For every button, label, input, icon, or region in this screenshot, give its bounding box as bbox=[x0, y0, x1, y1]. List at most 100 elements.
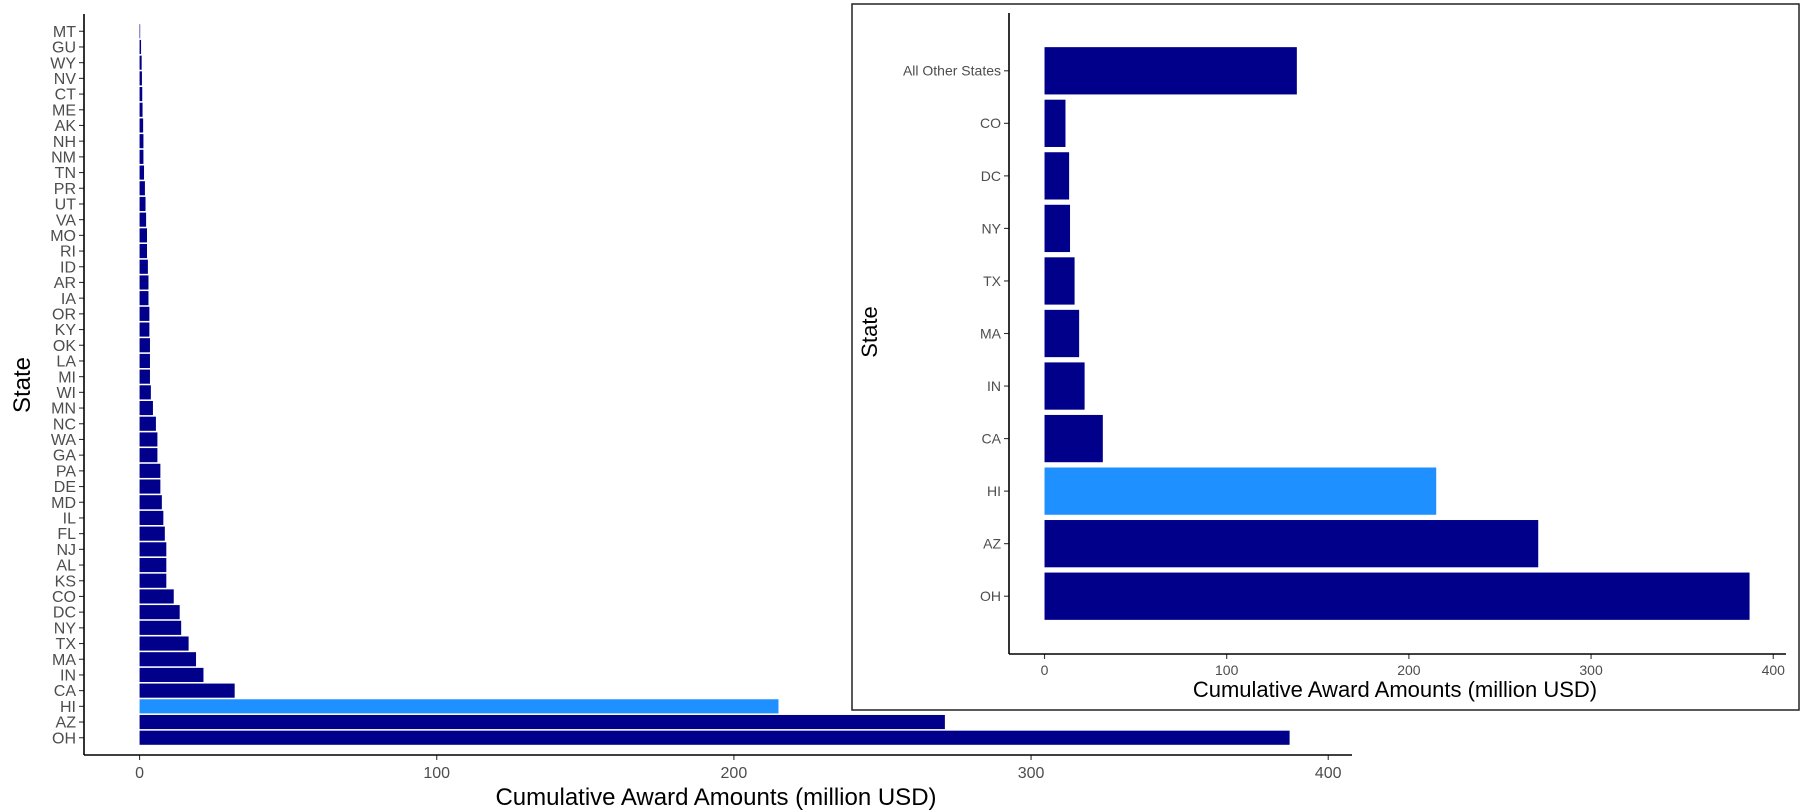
main-bar-ut bbox=[139, 196, 146, 212]
main-bar-il bbox=[139, 510, 164, 526]
main-y-tick-label: KY bbox=[55, 322, 77, 339]
main-y-tick-label: FL bbox=[57, 526, 76, 543]
main-y-tick-label: MD bbox=[51, 495, 76, 512]
main-y-tick-label: NY bbox=[54, 620, 77, 637]
main-bar-ky bbox=[139, 322, 150, 337]
main-bar-mt bbox=[139, 24, 141, 39]
main-bar-hi bbox=[139, 699, 779, 714]
main-y-tick-label: OK bbox=[53, 338, 76, 355]
main-y-tick-label: NM bbox=[51, 149, 76, 166]
main-x-axis-title: Cumulative Award Amounts (million USD) bbox=[495, 784, 936, 811]
main-y-tick-label: NH bbox=[53, 134, 76, 151]
main-bar-ny bbox=[139, 620, 182, 635]
main-y-tick-label: GU bbox=[52, 40, 76, 57]
main-y-tick-label: PA bbox=[56, 463, 76, 480]
main-bar-fl bbox=[139, 526, 165, 541]
main-y-tick-label: NV bbox=[54, 71, 77, 88]
main-bar-me bbox=[139, 102, 143, 117]
main-x-tick-label: 100 bbox=[423, 765, 450, 782]
main-bars bbox=[139, 24, 1290, 745]
main-bar-la bbox=[139, 353, 150, 369]
main-bar-va bbox=[139, 212, 147, 227]
inset-chart: OH AZ HI CA IN MA TX NY DC CO All Other States 0 10… bbox=[851, 3, 1800, 711]
inset-x-tick-label: 100 bbox=[1215, 662, 1239, 678]
main-y-tick-label: CO bbox=[52, 589, 76, 606]
main-bar-mn bbox=[139, 400, 153, 416]
main-y-tick-label: WY bbox=[50, 55, 76, 72]
main-bar-pr bbox=[139, 181, 145, 196]
main-bar-ar bbox=[139, 275, 149, 290]
main-bar-ma bbox=[139, 652, 197, 667]
inset-y-tick-label: MA bbox=[980, 325, 1002, 341]
inset-bars bbox=[1044, 47, 1750, 620]
main-bar-pa bbox=[139, 463, 161, 478]
inset-y-tick-label: All Other States bbox=[903, 63, 1001, 79]
main-x-tick-label: 300 bbox=[1018, 765, 1045, 782]
main-bar-wi bbox=[139, 385, 151, 400]
inset-x-tick-label: 0 bbox=[1041, 662, 1049, 678]
main-y-tick-label: MO bbox=[50, 228, 76, 245]
main-y-tick-label: IL bbox=[63, 511, 76, 528]
main-y-tick-label: AZ bbox=[56, 715, 77, 732]
main-bar-or bbox=[139, 306, 150, 321]
main-bar-az bbox=[139, 714, 945, 730]
main-bar-nv bbox=[139, 71, 142, 86]
inset-bar-co bbox=[1044, 99, 1066, 147]
main-y-tick-label: ME bbox=[52, 102, 76, 119]
main-y-tick-label: TN bbox=[55, 165, 76, 182]
main-x-ticks: 0 100 200 300 400 bbox=[135, 755, 1342, 782]
main-y-tick-label: CT bbox=[55, 87, 77, 104]
inset-y-tick-label: HI bbox=[987, 483, 1001, 499]
inset-bar-ma bbox=[1044, 309, 1080, 358]
main-x-tick-label: 200 bbox=[721, 765, 748, 782]
main-bar-ks bbox=[139, 573, 167, 588]
main-bar-oh bbox=[139, 730, 1290, 745]
main-bar-ga bbox=[139, 448, 158, 463]
main-y-tick-label: NC bbox=[53, 416, 76, 433]
inset-bar-all-other-states bbox=[1044, 47, 1297, 95]
main-bar-nh bbox=[139, 134, 144, 149]
main-bar-tn bbox=[139, 165, 145, 180]
main-bar-gu bbox=[139, 39, 142, 55]
main-bar-mi bbox=[139, 369, 150, 384]
inset-x-ticks: 0 100 200 300 400 bbox=[1041, 654, 1785, 678]
main-y-tick-label: NJ bbox=[56, 542, 76, 559]
main-y-tick-label: GA bbox=[53, 448, 76, 465]
inset-y-tick-label: IN bbox=[987, 378, 1001, 394]
main-y-tick-label: PR bbox=[54, 181, 76, 198]
inset-bar-ca bbox=[1044, 414, 1103, 463]
inset-x-axis-title: Cumulative Award Amounts (million USD) bbox=[1193, 677, 1597, 702]
main-bar-ct bbox=[139, 87, 143, 102]
main-y-tick-label: ID bbox=[60, 259, 76, 276]
main-y-tick-label: MA bbox=[52, 652, 76, 669]
inset-y-tick-label: CO bbox=[980, 115, 1001, 131]
main-bar-mo bbox=[139, 228, 147, 243]
inset-y-axis-title: State bbox=[857, 306, 882, 357]
main-y-tick-label: DC bbox=[53, 605, 76, 622]
main-y-tick-label: AL bbox=[56, 558, 76, 575]
main-y-tick-label: MN bbox=[51, 401, 76, 418]
inset-y-ticks: OH AZ HI CA IN MA TX NY DC CO All Other States bbox=[903, 63, 1009, 604]
main-bar-ok bbox=[139, 338, 150, 353]
main-y-tick-label: DE bbox=[54, 479, 76, 496]
inset-y-tick-label: AZ bbox=[983, 536, 1001, 552]
main-bar-nj bbox=[139, 542, 167, 557]
inset-bar-az bbox=[1044, 520, 1539, 568]
inset-x-tick-label: 300 bbox=[1579, 662, 1603, 678]
inset-bar-in bbox=[1044, 362, 1085, 410]
main-bar-nm bbox=[139, 149, 144, 164]
main-y-tick-label: VA bbox=[56, 212, 76, 229]
inset-bar-hi bbox=[1044, 467, 1437, 515]
main-y-tick-label: MT bbox=[53, 24, 76, 41]
main-bar-ri bbox=[139, 243, 147, 259]
main-bar-in bbox=[139, 667, 204, 682]
main-y-tick-label: WA bbox=[51, 432, 77, 449]
inset-bar-tx bbox=[1044, 257, 1075, 305]
inset-bar-ny bbox=[1044, 204, 1071, 253]
main-bar-md bbox=[139, 495, 162, 510]
main-y-tick-label: TX bbox=[56, 636, 77, 653]
main-y-tick-label: UT bbox=[55, 197, 77, 214]
main-x-tick-label: 400 bbox=[1315, 765, 1342, 782]
